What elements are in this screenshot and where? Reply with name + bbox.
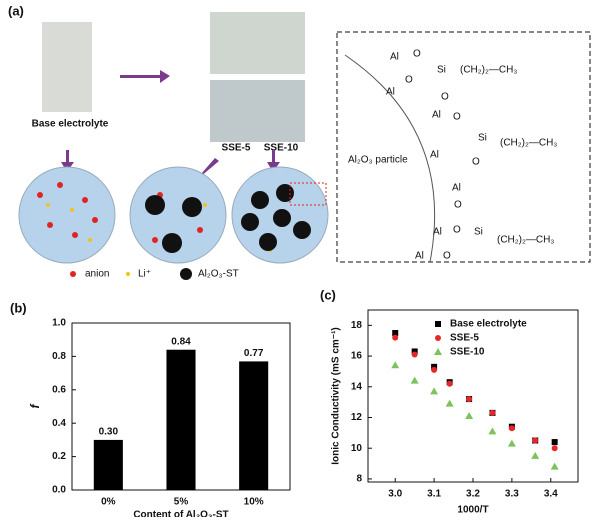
x-tick-label: 3.3	[505, 489, 519, 500]
photo-label: SSE-5	[222, 143, 251, 154]
marker	[410, 376, 419, 384]
particle-label: Al₂O₃ particle	[348, 155, 408, 166]
y-axis-label: f	[28, 404, 42, 409]
marker	[411, 348, 418, 355]
marker	[434, 348, 442, 355]
legend-label: SSE-10	[450, 347, 485, 358]
panel-label: (b)	[10, 300, 27, 315]
chem: Al	[432, 110, 441, 121]
legend-label: Al₂O₃-ST	[198, 269, 239, 280]
marker	[431, 366, 438, 373]
chem: (CH₂)₂—CH₃	[460, 65, 517, 76]
marker	[508, 425, 515, 432]
x-tick-label: 0%	[101, 497, 116, 508]
value-label: 0.84	[171, 336, 191, 347]
chem: Si	[474, 227, 483, 238]
x-tick-label: 5%	[174, 497, 189, 508]
y-tick-label: 1.0	[52, 318, 66, 329]
zoom-panel	[336, 31, 591, 263]
marker	[392, 330, 399, 337]
chem: (CH₂)₂—CH₃	[500, 138, 557, 149]
photo	[210, 80, 305, 142]
chem-structure: Al O Si (CH₂)₂—CH₃ O Al O Al O Si (CH₂)₂…	[386, 49, 557, 262]
marker	[435, 335, 441, 341]
y-tick-label: 18	[351, 320, 363, 331]
y-tick-label: 16	[351, 351, 363, 362]
marker	[551, 439, 558, 446]
y-tick-label: 0.2	[52, 451, 66, 462]
value-label: 0.77	[244, 348, 264, 359]
chem: O	[453, 225, 461, 236]
chem: O	[413, 49, 421, 60]
y-tick-label: 0.4	[52, 418, 66, 429]
chem: O	[405, 75, 413, 86]
chem: Al	[390, 52, 399, 63]
y-tick-label: 14	[351, 381, 363, 392]
x-tick-label: 3.1	[427, 489, 441, 500]
bar	[239, 361, 269, 490]
marker	[430, 387, 439, 395]
legend-label: Base electrolyte	[450, 319, 527, 330]
chem: Al	[452, 183, 461, 194]
marker	[465, 411, 474, 419]
legend-label: anion	[85, 269, 109, 280]
panel-label: (a)	[8, 3, 24, 18]
chem: O	[453, 112, 461, 123]
marker	[391, 361, 400, 369]
marker	[551, 445, 558, 452]
marker	[411, 351, 418, 358]
chem: Si	[478, 133, 487, 144]
chem: O	[443, 251, 451, 262]
marker	[446, 380, 453, 387]
chem: O	[454, 200, 462, 211]
zoom-box	[289, 182, 327, 206]
marker	[435, 321, 441, 327]
x-tick-label: 3.2	[466, 489, 480, 500]
marker	[507, 439, 516, 447]
marker	[488, 427, 497, 435]
y-tick-label: 0.0	[52, 485, 66, 496]
particle-edge	[344, 54, 436, 263]
chem: Al	[415, 251, 424, 262]
y-axis-label: Ionic Conductivity (mS cm⁻¹)	[331, 327, 342, 465]
chem: Si	[437, 65, 446, 76]
marker	[466, 396, 473, 403]
legend-label: SSE-5	[450, 333, 479, 344]
marker	[532, 437, 539, 444]
marker	[531, 451, 540, 459]
marker	[392, 334, 399, 341]
x-tick-label: 10%	[244, 497, 264, 508]
chem: Al	[433, 227, 442, 238]
marker	[489, 409, 496, 416]
x-tick-label: 3.4	[544, 489, 558, 500]
chem: O	[441, 92, 449, 103]
chem: O	[472, 157, 480, 168]
y-tick-label: 10	[351, 443, 363, 454]
y-tick-label: 0.6	[52, 384, 66, 395]
chem: Al	[386, 87, 395, 98]
chem: Al	[430, 150, 439, 161]
bar	[166, 349, 196, 490]
marker	[431, 363, 438, 370]
particles	[18, 166, 329, 264]
marker	[445, 399, 454, 407]
x-tick-label: 3.0	[388, 489, 402, 500]
legend: anion Li⁺ Al₂O₃-ST	[70, 268, 239, 280]
y-tick-label: 8	[356, 474, 362, 485]
legend-label: Li⁺	[138, 269, 151, 280]
y-tick-label: 0.8	[52, 351, 66, 362]
x-axis-label: 1000/T	[457, 505, 488, 516]
photo	[210, 12, 305, 74]
photo-label: Base electrolyte	[32, 119, 109, 130]
value-label: 0.30	[99, 427, 119, 438]
photo	[42, 22, 92, 112]
marker	[550, 462, 559, 470]
bar	[93, 439, 123, 490]
y-tick-label: 12	[351, 412, 363, 423]
photo-label: SSE-10	[264, 143, 299, 154]
panel-label: (c)	[320, 287, 336, 302]
x-axis-label: Content of Al₂O₃-ST	[133, 510, 228, 517]
chem: (CH₂)₂—CH₃	[497, 235, 554, 246]
